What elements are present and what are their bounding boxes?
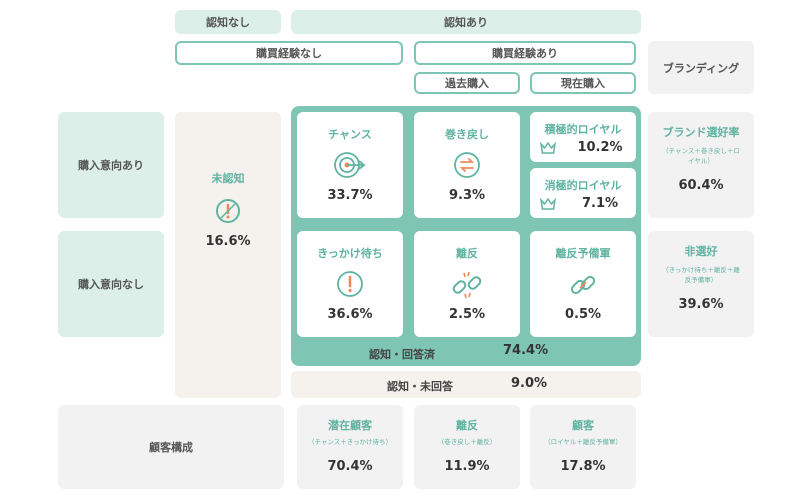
active-loyal-title: 積極的ロイヤル bbox=[544, 123, 622, 136]
customer-note: （ロイヤル＋離反予備軍） bbox=[544, 438, 622, 446]
header-unaware: 認知なし bbox=[175, 10, 281, 34]
header-purchase: 購買経験あり bbox=[414, 41, 636, 65]
winback-value: 9.3% bbox=[448, 188, 486, 203]
cell-churn: 離反 2.5% bbox=[414, 231, 520, 337]
aware-unanswered-label: 認知・未回答 bbox=[387, 380, 453, 393]
row-composition: 顧客構成 bbox=[58, 405, 284, 489]
churn-reserve-title: 離反予備軍 bbox=[555, 247, 611, 260]
cell-chance: チャンス 33.7% bbox=[297, 112, 403, 218]
churn-value: 2.5% bbox=[448, 307, 486, 322]
target-icon bbox=[333, 150, 367, 180]
chance-title: チャンス bbox=[328, 128, 372, 141]
broken-chain-icon bbox=[450, 269, 484, 301]
header-past-purchase-label: 過去購入 bbox=[445, 77, 489, 90]
trigger-wait-title: きっかけ待ち bbox=[317, 247, 383, 260]
composition-potential: 潜在顧客 （チャンス＋きっかけ待ち） 70.4% bbox=[297, 405, 403, 489]
churn-title: 離反 bbox=[456, 247, 478, 260]
header-unaware-label: 認知なし bbox=[206, 16, 250, 29]
cell-churn-reserve: 離反予備軍 0.5% bbox=[530, 231, 636, 337]
customer-value: 17.8% bbox=[560, 459, 606, 474]
preference-title: ブランド選好率 bbox=[662, 126, 740, 139]
unaware-cell: 未認知 16.6% bbox=[175, 112, 281, 398]
aware-answered-value: 74.4% bbox=[503, 343, 549, 358]
winback-title: 巻き戻し bbox=[445, 128, 489, 141]
row-intent-yes: 購入意向あり bbox=[58, 112, 164, 218]
header-aware: 認知あり bbox=[291, 10, 641, 34]
cell-winback: 巻き戻し 9.3% bbox=[414, 112, 520, 218]
cell-trigger-wait: きっかけ待ち 36.6% bbox=[297, 231, 403, 337]
chance-value: 33.7% bbox=[327, 188, 373, 203]
aware-answered-label: 認知・回答済 bbox=[369, 348, 435, 361]
potential-note: （チャンス＋きっかけ待ち） bbox=[307, 438, 393, 446]
trigger-wait-value: 36.6% bbox=[327, 307, 373, 322]
chain-icon bbox=[567, 269, 599, 301]
churned-value: 11.9% bbox=[444, 459, 490, 474]
crown-icon bbox=[540, 197, 556, 211]
churn-reserve-value: 0.5% bbox=[564, 307, 602, 322]
header-no-purchase-label: 購買経験なし bbox=[256, 47, 322, 60]
header-branding: ブランディング bbox=[648, 41, 754, 94]
passive-loyal-value: 7.1% bbox=[581, 196, 619, 211]
passive-loyal-title: 消極的ロイヤル bbox=[544, 179, 622, 192]
header-current-purchase: 現在購入 bbox=[530, 72, 636, 94]
unaware-title: 未認知 bbox=[211, 172, 245, 185]
aware-unanswered-bar: 認知・未回答 9.0% bbox=[291, 371, 641, 398]
row-intent-no: 購入意向なし bbox=[58, 231, 164, 337]
header-past-purchase: 過去購入 bbox=[414, 72, 520, 94]
preference-value: 60.4% bbox=[678, 178, 724, 193]
rewind-icon bbox=[452, 150, 482, 180]
non-preference-note: （きっかけ待ち＋離反＋離反予備軍） bbox=[662, 266, 740, 284]
row-intent-no-label: 購入意向なし bbox=[78, 278, 144, 291]
row-intent-yes-label: 購入意向あり bbox=[78, 159, 144, 172]
potential-value: 70.4% bbox=[327, 459, 373, 474]
active-loyal-value: 10.2% bbox=[577, 140, 623, 155]
crown-icon bbox=[540, 141, 556, 155]
cell-active-loyal: 積極的ロイヤル 10.2% bbox=[530, 112, 636, 162]
preference-note: （チャンス＋巻き戻し＋ロイヤル） bbox=[662, 147, 740, 165]
aware-unanswered-value: 9.0% bbox=[511, 376, 548, 391]
exclamation-icon bbox=[335, 269, 365, 299]
row-composition-label: 顧客構成 bbox=[149, 441, 193, 454]
potential-title: 潜在顧客 bbox=[328, 419, 372, 432]
header-current-purchase-label: 現在購入 bbox=[561, 77, 605, 90]
branding-non-preference: 非選好 （きっかけ待ち＋離反＋離反予備軍） 39.6% bbox=[648, 231, 754, 337]
branding-preference: ブランド選好率 （チャンス＋巻き戻し＋ロイヤル） 60.4% bbox=[648, 112, 754, 218]
customer-title: 顧客 bbox=[572, 419, 594, 432]
header-branding-label: ブランディング bbox=[662, 61, 740, 75]
header-purchase-label: 購買経験あり bbox=[492, 47, 558, 60]
cell-passive-loyal: 消極的ロイヤル 7.1% bbox=[530, 168, 636, 218]
non-preference-value: 39.6% bbox=[678, 297, 724, 312]
churned-note: （巻き戻し＋離反） bbox=[437, 438, 497, 446]
churned-title: 離反 bbox=[456, 419, 478, 432]
non-preference-title: 非選好 bbox=[684, 245, 718, 258]
exclamation-icon bbox=[215, 198, 241, 224]
header-aware-label: 認知あり bbox=[444, 16, 488, 29]
unaware-value: 16.6% bbox=[205, 234, 251, 249]
composition-customer: 顧客 （ロイヤル＋離反予備軍） 17.8% bbox=[530, 405, 636, 489]
aware-answered-footer: 認知・回答済 74.4% bbox=[291, 343, 641, 363]
header-no-purchase: 購買経験なし bbox=[175, 41, 403, 65]
composition-churned: 離反 （巻き戻し＋離反） 11.9% bbox=[414, 405, 520, 489]
